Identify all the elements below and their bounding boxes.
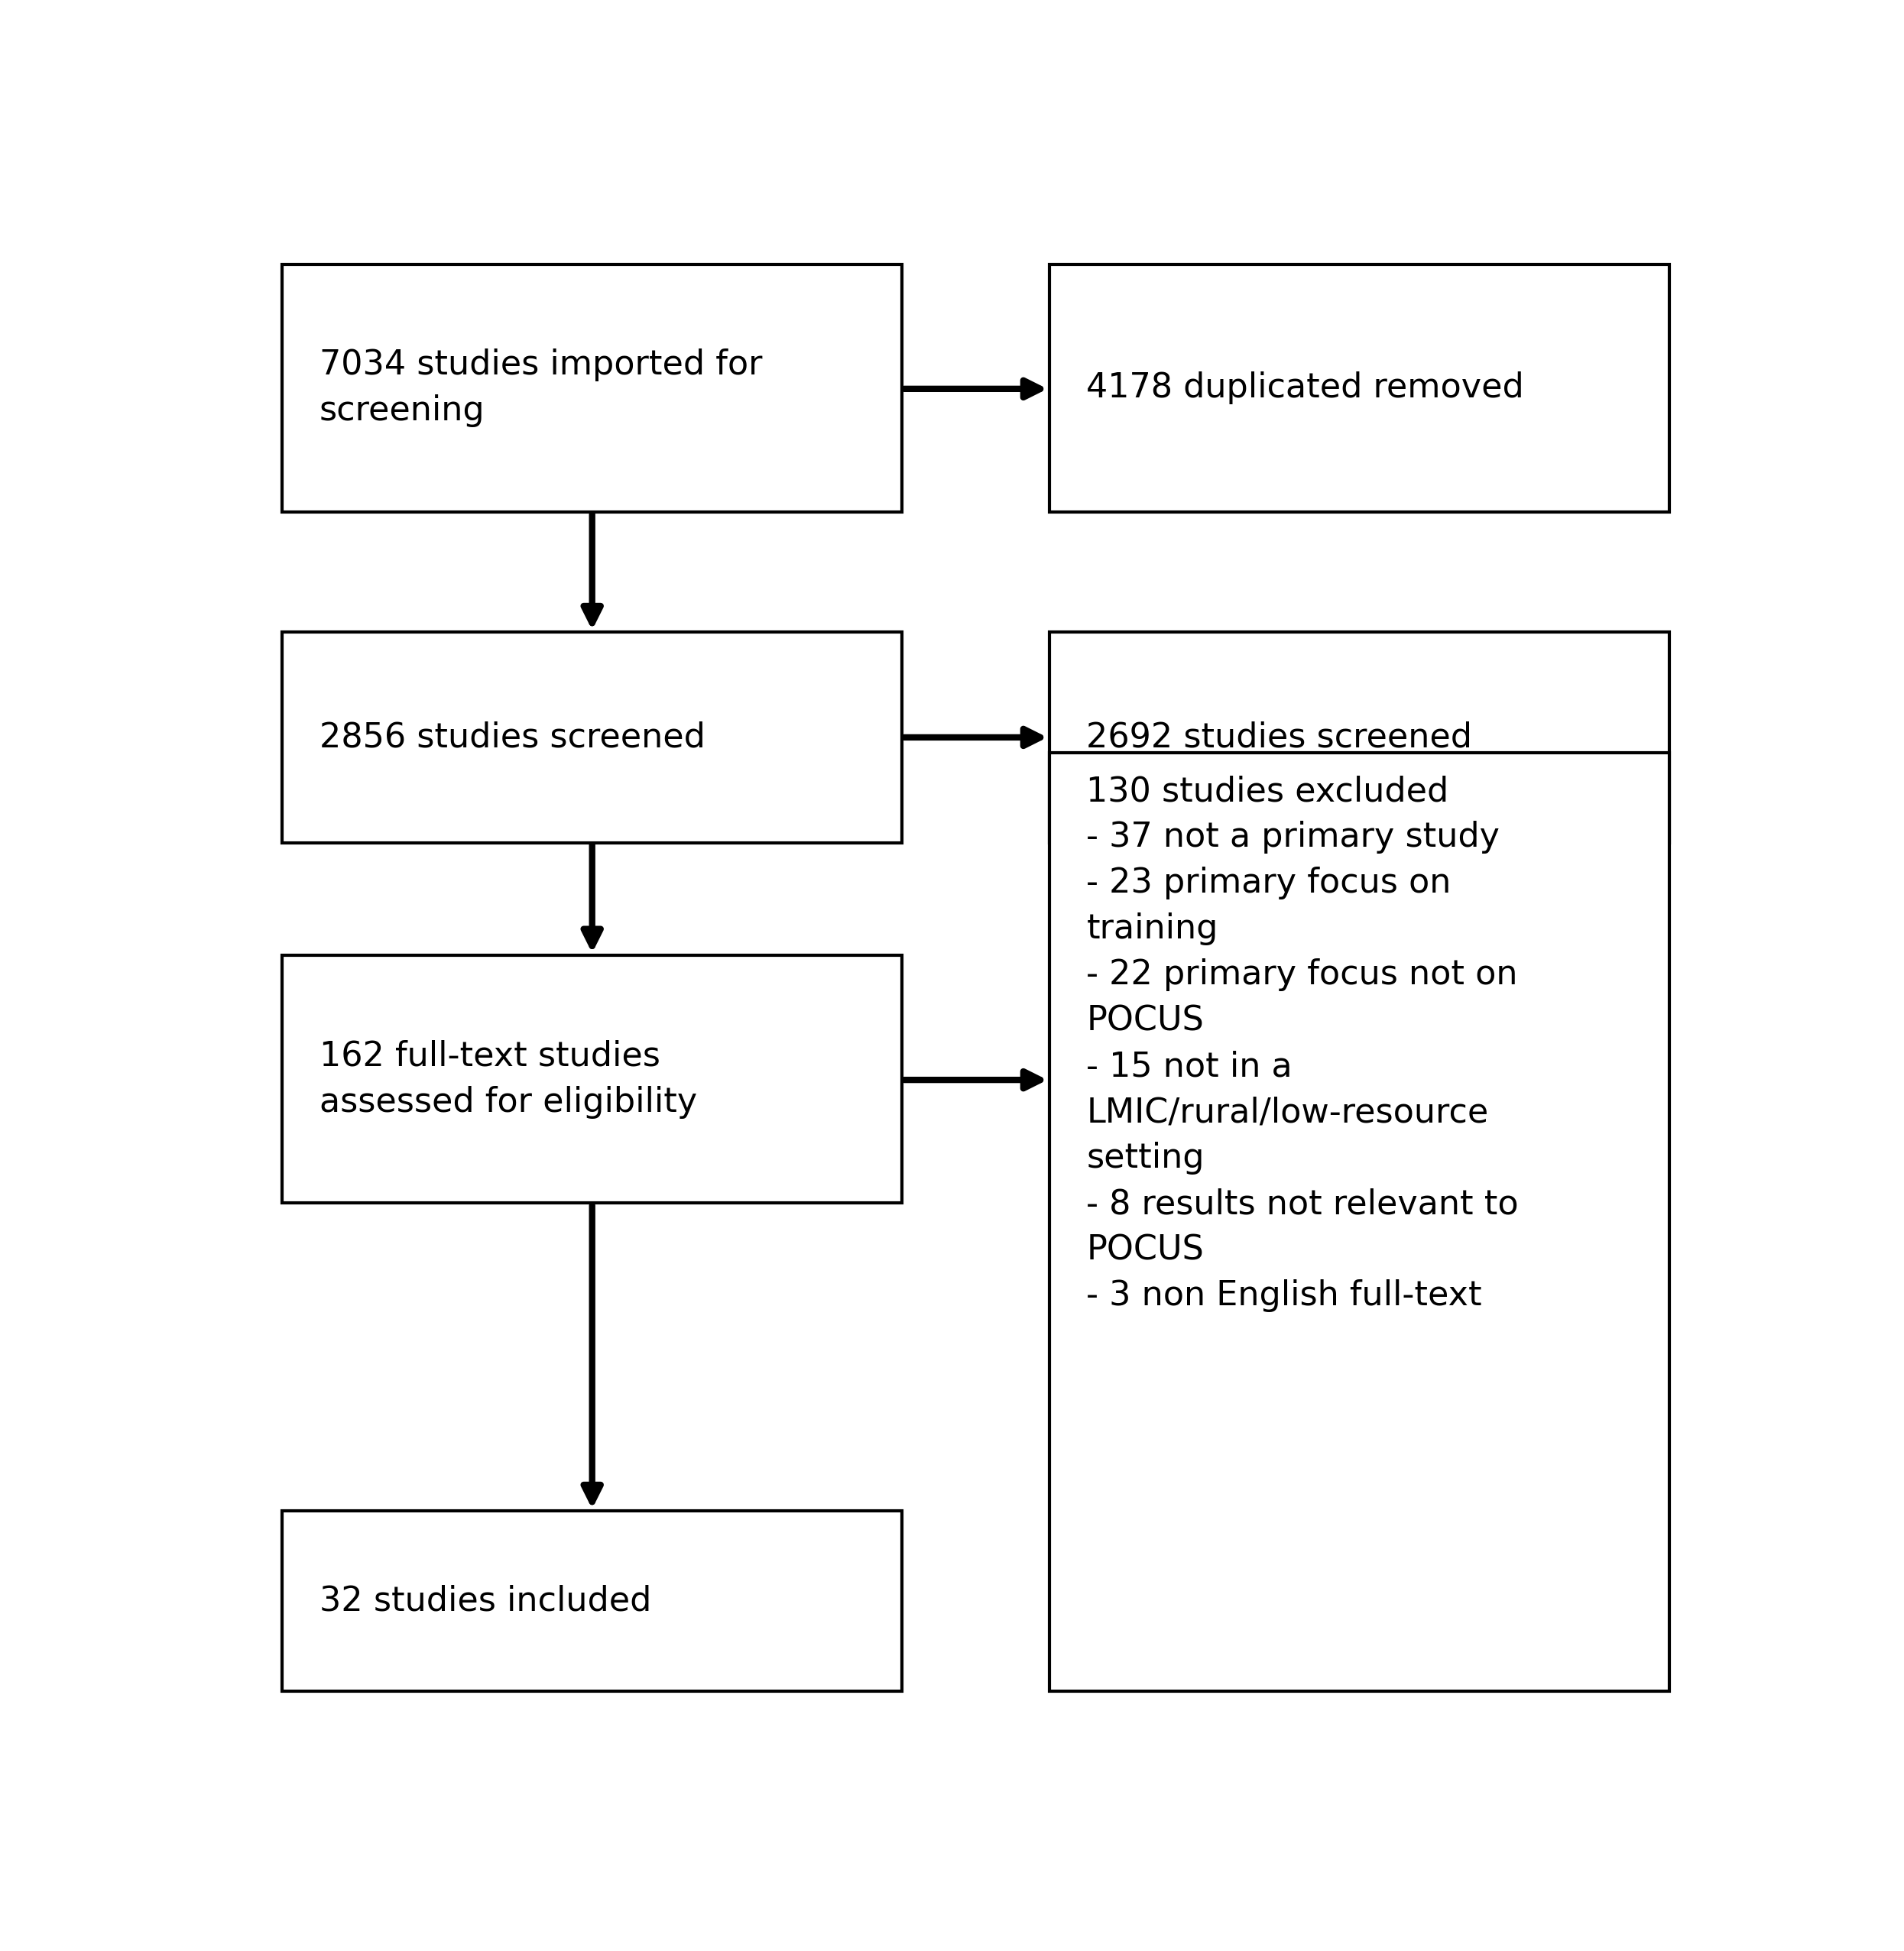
- Text: 4178 duplicated removed: 4178 duplicated removed: [1087, 373, 1525, 404]
- FancyBboxPatch shape: [282, 1512, 902, 1692]
- Text: 2692 studies screened: 2692 studies screened: [1087, 722, 1472, 753]
- FancyBboxPatch shape: [282, 263, 902, 511]
- FancyBboxPatch shape: [282, 956, 902, 1204]
- Text: 130 studies excluded
- 37 not a primary study
- 23 primary focus on
training
- 2: 130 studies excluded - 37 not a primary …: [1087, 775, 1519, 1313]
- Text: 32 studies included: 32 studies included: [320, 1584, 651, 1617]
- FancyBboxPatch shape: [1049, 632, 1670, 843]
- Text: 7034 studies imported for
screening: 7034 studies imported for screening: [320, 349, 762, 427]
- Text: 162 full-text studies
assessed for eligibility: 162 full-text studies assessed for eligi…: [320, 1040, 697, 1118]
- Text: 2856 studies screened: 2856 studies screened: [320, 722, 704, 753]
- FancyBboxPatch shape: [282, 632, 902, 843]
- FancyBboxPatch shape: [1049, 263, 1670, 511]
- FancyBboxPatch shape: [1049, 753, 1670, 1692]
